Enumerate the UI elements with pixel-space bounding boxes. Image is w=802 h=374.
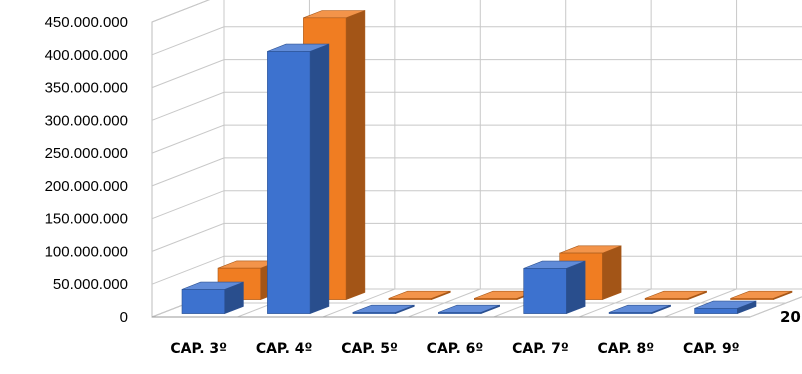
bar-front [267, 51, 311, 314]
y-tick-label: 300.000.000 [45, 112, 128, 129]
y-tick-label: 0 [120, 309, 128, 326]
bar-front [437, 312, 482, 314]
bar-front [523, 268, 567, 314]
bar-2023 [608, 304, 671, 315]
y-tick-label: 250.000.000 [45, 145, 128, 162]
bar-2023 [267, 43, 330, 315]
bar-front [473, 298, 518, 300]
side-wall [151, 0, 225, 318]
bar-2023 [523, 260, 586, 315]
y-tick-label: 100.000.000 [45, 243, 128, 260]
x-tick-label: CAP. 5º [341, 341, 398, 357]
bar-front [352, 312, 396, 314]
bar-side [602, 245, 622, 301]
bar-front [694, 308, 738, 314]
bar-side [345, 10, 366, 301]
bar-2023 [181, 281, 244, 315]
bar-2023 [694, 300, 757, 315]
bar-side [309, 43, 330, 315]
bar-front [644, 298, 689, 300]
bar-2024 [730, 290, 793, 301]
x-tick-label: CAP. 4º [256, 341, 313, 357]
y-tick-label: 450.000.000 [45, 14, 128, 31]
gridline-y [151, 0, 210, 23]
bar-front [181, 289, 225, 314]
y-tick-label: 400.000.000 [45, 47, 128, 64]
y-tick-label: 350.000.000 [45, 80, 128, 97]
series-label: 2023 [780, 308, 802, 326]
y-tick-label: 50.000.000 [53, 276, 128, 293]
x-tick-label: CAP. 7º [512, 341, 569, 357]
bar-front [388, 298, 432, 300]
bar-2023 [437, 304, 501, 315]
y-tick-label: 200.000.000 [45, 178, 128, 195]
bar-side [566, 260, 586, 315]
bar-2024 [644, 290, 707, 301]
x-tick-label: CAP. 6º [427, 341, 484, 357]
bar-front [608, 312, 653, 314]
x-tick-label: CAP. 8º [598, 341, 655, 357]
bar-2024 [388, 290, 451, 301]
bar-2023 [352, 304, 415, 315]
x-tick-label: CAP. 3º [170, 341, 227, 357]
y-tick-label: 150.000.000 [45, 211, 128, 228]
bar-front [730, 298, 774, 300]
x-tick-label: CAP. 9º [683, 341, 740, 357]
